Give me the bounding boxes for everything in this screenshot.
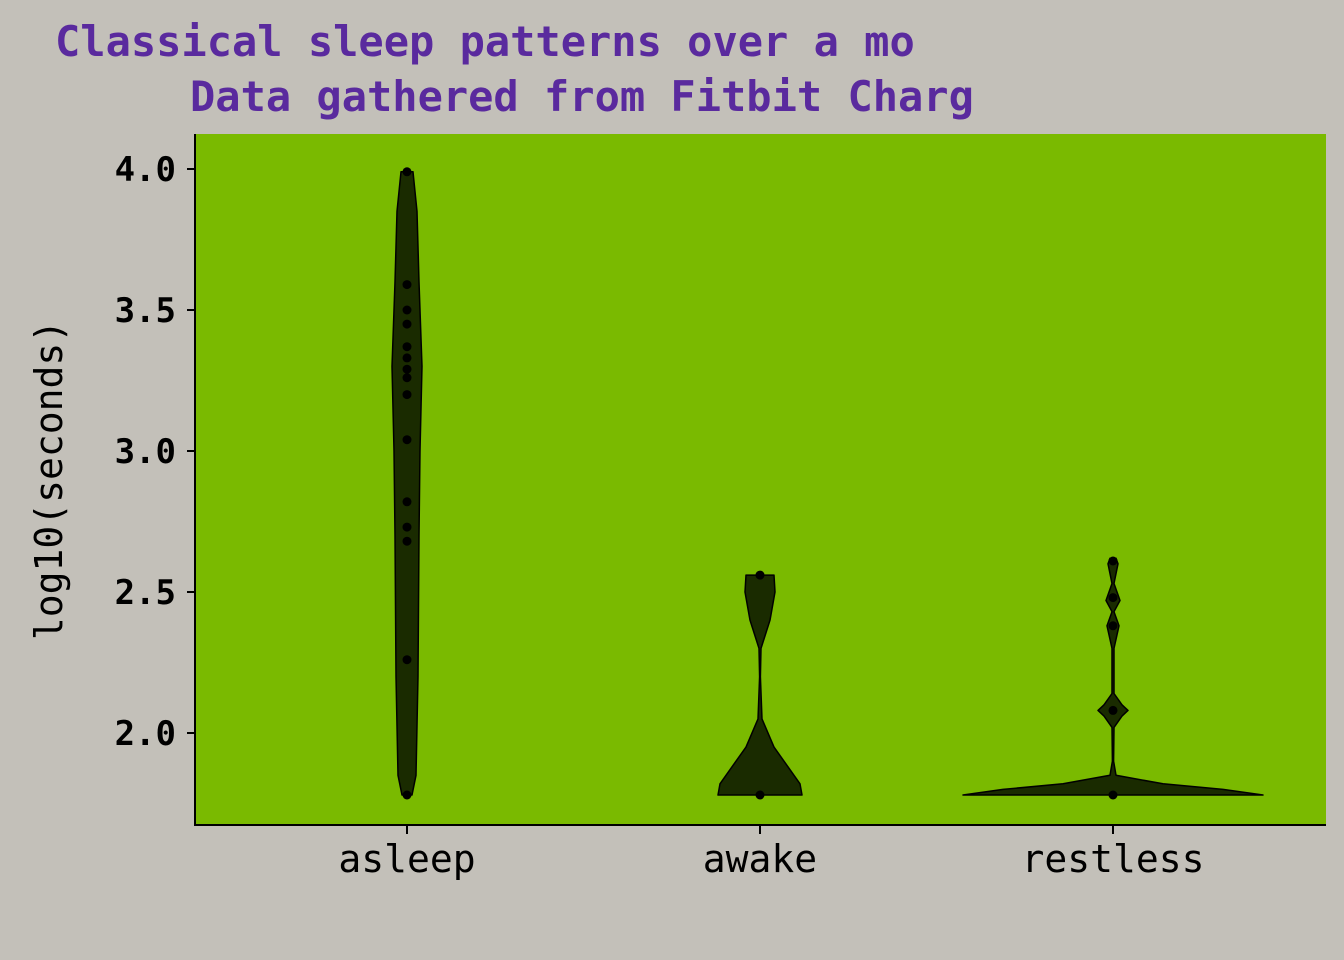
point-asleep-4 — [402, 497, 412, 507]
point-asleep-5 — [402, 435, 412, 445]
x-tick-label-restless: restless — [1021, 837, 1204, 881]
y-axis-ticks: 2.0 2.5 3.0 3.5 4.0 — [115, 150, 195, 754]
y-tick-label-3: 3.5 — [115, 291, 176, 331]
y-tick-label-2: 3.0 — [115, 432, 176, 472]
violin-asleep — [391, 171, 423, 796]
x-axis-ticks: asleep awake restless — [338, 825, 1205, 881]
point-awake-1 — [755, 570, 765, 580]
y-axis-title: log10(seconds) — [27, 320, 71, 640]
y-tick-label-0: 2.0 — [115, 714, 176, 754]
point-asleep-14 — [402, 167, 412, 177]
point-restless-4 — [1108, 556, 1118, 566]
point-awake-0 — [755, 790, 765, 800]
violin-layer — [391, 171, 1264, 796]
point-asleep-2 — [402, 536, 412, 546]
x-tick-label-awake: awake — [703, 837, 817, 881]
y-tick-label-4: 4.0 — [115, 150, 176, 190]
point-asleep-9 — [402, 353, 412, 363]
point-asleep-10 — [402, 342, 412, 352]
point-asleep-13 — [402, 280, 412, 290]
point-asleep-11 — [402, 319, 412, 329]
chart-title-line2: Data gathered from Fitbit Charg — [190, 72, 974, 121]
point-restless-3 — [1108, 593, 1118, 603]
point-restless-1 — [1108, 705, 1118, 715]
y-tick-label-1: 2.5 — [115, 573, 176, 613]
point-restless-0 — [1108, 790, 1118, 800]
point-asleep-0 — [402, 790, 412, 800]
point-restless-2 — [1108, 621, 1118, 631]
point-asleep-12 — [402, 305, 412, 315]
x-tick-label-asleep: asleep — [338, 837, 475, 881]
point-asleep-6 — [402, 390, 412, 400]
chart-title-line1: Classical sleep patterns over a mo — [55, 17, 915, 66]
point-asleep-1 — [402, 655, 412, 665]
point-asleep-8 — [402, 364, 412, 374]
violin-awake — [717, 574, 803, 796]
point-asleep-3 — [402, 522, 412, 532]
point-asleep-7 — [402, 373, 412, 383]
point-layer — [402, 167, 1118, 800]
